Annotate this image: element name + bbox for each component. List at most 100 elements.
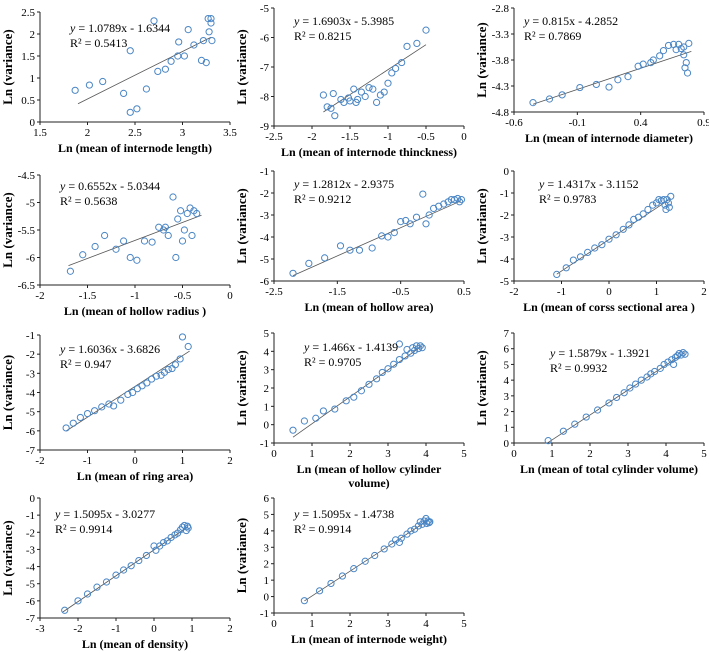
data-point <box>152 372 160 380</box>
data-point <box>354 95 362 104</box>
data-point <box>188 231 196 240</box>
data-point <box>120 89 128 98</box>
y-axis-label: Ln (variance) <box>474 350 489 425</box>
r-squared-label: R² = 0.9914 <box>294 522 351 536</box>
data-point <box>605 399 613 407</box>
data-point <box>350 393 358 401</box>
chart-panel-9: 0 1 2 3 4 5 0 1 2 3 4 5 6 7 y = 1.5879x - 1.3921 R² = 0… <box>472 325 708 488</box>
chart-svg-1: 1.5 2 2.5 3 3.5 0 0.5 1 1.5 2 2.5 y = 1.0789x - 1.6… <box>0 7 237 155</box>
y-tick-label: -7 <box>260 62 270 74</box>
data-point <box>176 355 184 363</box>
x-tick-label: -2 <box>307 131 316 143</box>
r-squared-label: R² = 0.9932 <box>550 361 607 375</box>
data-point <box>91 407 99 415</box>
data-point <box>373 98 381 107</box>
data-point <box>71 86 79 94</box>
trend-equation: y = 1.5095x - 1.4738 <box>293 507 394 521</box>
x-tick-label: 0.9 <box>697 117 709 129</box>
data-point <box>392 64 400 73</box>
x-axis-label: Ln (mean of density) <box>82 637 188 651</box>
data-point <box>120 237 128 245</box>
data-point <box>656 364 664 372</box>
y-tick-label: -5 <box>26 407 36 419</box>
data-point <box>598 241 606 249</box>
x-tick-label: 0 <box>271 618 277 630</box>
data-point <box>649 56 657 64</box>
data-point <box>681 350 689 358</box>
data-point <box>208 37 216 45</box>
y-tick-label: -2 <box>26 349 35 361</box>
x-tick-label: 3 <box>385 618 391 630</box>
y-tick-label: 7 <box>504 328 510 340</box>
data-point <box>184 524 192 532</box>
y-tick-label: 0.5 <box>21 95 35 107</box>
y-tick-label: -4 <box>500 254 510 266</box>
y-tick-label: -3 <box>260 210 270 222</box>
data-point <box>395 538 403 546</box>
data-point <box>416 342 424 350</box>
data-point <box>180 226 188 234</box>
r-squared-label: R² = 0.9705 <box>304 355 361 369</box>
trend-equation: y = 1.5879x - 1.3921 <box>549 346 650 360</box>
y-tick-label: 0 <box>504 438 510 450</box>
y-tick-label: -4 <box>26 562 36 574</box>
x-tick-label: 1 <box>309 448 315 460</box>
x-tick-label: -1.5 <box>79 290 97 302</box>
x-axis-label-line2: volume) <box>348 476 389 490</box>
trend-equation: y = 1.6903x - 5.3985 <box>293 14 394 28</box>
data-point <box>289 426 297 434</box>
y-tick-label: -5 <box>260 254 270 266</box>
data-point <box>591 244 599 252</box>
data-point <box>319 91 328 99</box>
trend-equation: y = 1.2812x - 2.9375 <box>293 177 394 191</box>
data-point <box>361 557 369 565</box>
data-point <box>161 65 169 73</box>
y-axis-label: Ln (variance) <box>234 518 249 593</box>
data-point <box>193 209 201 218</box>
chart-svg-2: -2.5 -2 -1.5 -1 -0.5 0 -9 -8 -7 -6 -5 y = 1.6903x -… <box>234 3 467 159</box>
x-tick-label: 0 <box>461 131 467 143</box>
y-tick-label: -5 <box>260 3 270 15</box>
y-tick-label: 6 <box>504 344 510 356</box>
x-tick-label: 3 <box>625 448 631 460</box>
y-tick-label: 4 <box>264 526 270 538</box>
data-point <box>412 213 421 221</box>
x-tick-label: 0 <box>511 448 517 460</box>
data-point <box>154 67 162 76</box>
y-axis-label: Ln (variance) <box>474 188 489 263</box>
data-point <box>667 192 675 200</box>
data-point <box>425 519 433 527</box>
y-axis-label: Ln (variance) <box>0 29 15 104</box>
data-point <box>679 349 687 357</box>
x-axis-label: Ln (mean of corss sectional area ) <box>523 300 695 314</box>
data-point <box>664 41 673 50</box>
x-axis-label: Ln (mean of internode weight) <box>291 632 447 646</box>
data-point <box>361 92 369 101</box>
trend-equation: y = 0.815x - 4.2852 <box>523 14 618 28</box>
data-point <box>553 270 561 279</box>
data-point <box>665 203 673 211</box>
trend-line <box>62 526 189 613</box>
y-tick-label: -7 <box>26 445 36 457</box>
data-point <box>582 413 590 421</box>
data-point <box>350 85 358 93</box>
y-tick-label: -4 <box>26 388 36 400</box>
data-point <box>682 59 690 67</box>
data-point <box>316 587 324 595</box>
data-point <box>148 238 156 246</box>
data-point <box>350 565 358 573</box>
data-point <box>680 51 688 59</box>
x-tick-label: 5 <box>461 618 467 630</box>
data-point <box>164 231 172 240</box>
x-tick-label: 1 <box>309 618 315 630</box>
trend-line <box>292 345 423 438</box>
y-tick-label: 3 <box>264 365 270 377</box>
y-tick-label: -5 <box>500 276 510 288</box>
data-point <box>76 413 84 422</box>
data-point <box>413 39 421 48</box>
data-point <box>102 578 111 586</box>
x-tick-label: 4 <box>423 448 429 460</box>
x-tick-label: 3 <box>180 127 186 139</box>
x-tick-label: 0 <box>606 286 612 298</box>
